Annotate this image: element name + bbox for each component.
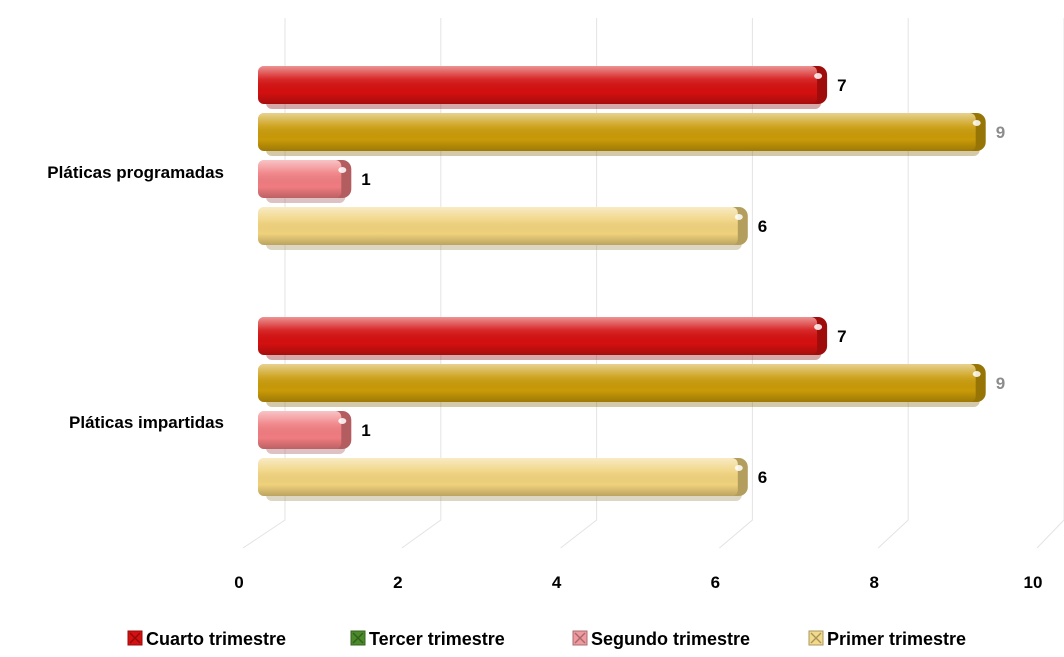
- bar-glint: [972, 371, 981, 377]
- bar-highlight: [258, 66, 818, 104]
- data-label: 6: [758, 468, 767, 487]
- legend-label: Tercer trimestre: [369, 629, 505, 649]
- bar-highlight: [258, 207, 738, 245]
- data-label: 9: [996, 374, 1005, 393]
- x-tick-label: 8: [869, 573, 878, 592]
- bar-group: [258, 411, 352, 454]
- gridline-10: [1036, 18, 1064, 549]
- data-label: 7: [837, 76, 846, 95]
- bar-glint: [734, 214, 743, 220]
- gridline-2: [401, 18, 442, 549]
- category-labels: Pláticas programadas Pláticas impartidas: [47, 163, 224, 432]
- bar-highlight: [258, 317, 818, 355]
- data-label: 7: [837, 327, 846, 346]
- bar-group: [258, 207, 748, 250]
- x-axis-tick-labels: 0 2 4 6 8 10: [234, 573, 1042, 592]
- bar-group: [258, 317, 828, 360]
- x-tick-label: 6: [711, 573, 720, 592]
- bars: 7 9 1 6 7 9 1 6: [258, 66, 1005, 501]
- bar-group: [258, 364, 986, 407]
- category-label: Pláticas programadas: [47, 163, 224, 182]
- x-tick-label: 2: [393, 573, 402, 592]
- bar-glint: [734, 465, 743, 471]
- legend-label: Segundo trimestre: [591, 629, 750, 649]
- legend-swatch-mark: [352, 632, 364, 644]
- bar-group: [258, 113, 986, 156]
- legend-label: Cuarto trimestre: [146, 629, 286, 649]
- gridline-8: [877, 18, 909, 549]
- bar-glint: [814, 324, 823, 330]
- data-label: 9: [996, 123, 1005, 142]
- bar-highlight: [258, 458, 738, 496]
- legend: Cuarto trimestre Tercer trimestre Segundo …: [127, 629, 966, 649]
- data-label: 1: [361, 170, 370, 189]
- bar-group: [258, 458, 748, 501]
- bar-highlight: [258, 113, 976, 151]
- legend-item: Primer trimestre: [808, 629, 966, 649]
- bar-group: [258, 66, 828, 109]
- bar-highlight: [258, 160, 342, 198]
- bar-glint: [338, 167, 347, 173]
- x-tick-label: 4: [552, 573, 562, 592]
- data-label: 1: [361, 421, 370, 440]
- x-tick-label: 10: [1024, 573, 1043, 592]
- legend-label: Primer trimestre: [827, 629, 966, 649]
- gridline-4: [560, 18, 598, 549]
- legend-item: Segundo trimestre: [572, 629, 750, 649]
- bar-highlight: [258, 411, 342, 449]
- bar-glint: [338, 418, 347, 424]
- bar-glint: [972, 120, 981, 126]
- legend-item: Cuarto trimestre: [127, 629, 286, 649]
- gridline-6: [719, 18, 753, 549]
- category-label: Pláticas impartidas: [69, 413, 224, 432]
- bar-highlight: [258, 364, 976, 402]
- legend-swatch-mark: [129, 632, 141, 644]
- legend-swatch-mark: [574, 632, 586, 644]
- bar-glint: [814, 73, 823, 79]
- data-label: 6: [758, 217, 767, 236]
- legend-item: Tercer trimestre: [350, 629, 505, 649]
- bar-group: [258, 160, 352, 203]
- legend-swatch-mark: [810, 632, 822, 644]
- x-tick-label: 0: [234, 573, 243, 592]
